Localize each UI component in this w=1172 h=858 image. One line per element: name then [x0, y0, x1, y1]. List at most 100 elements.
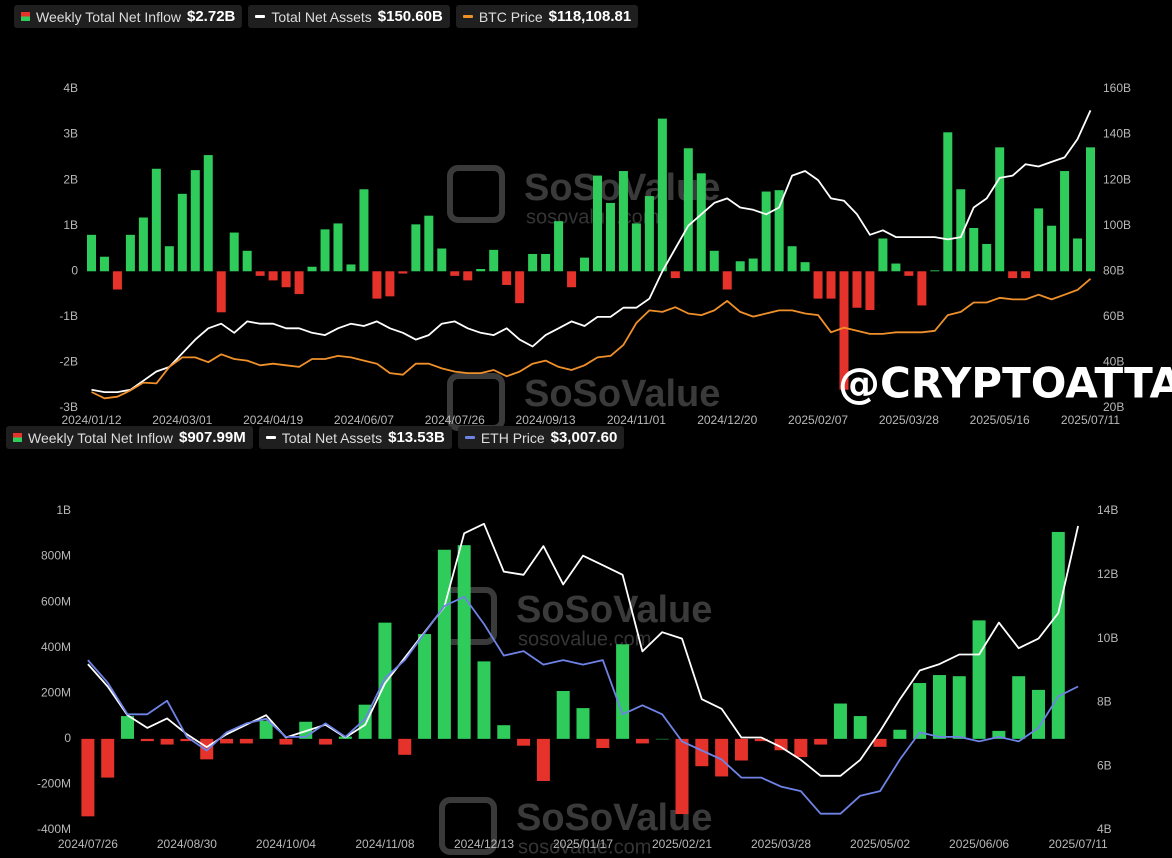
bar [164, 246, 174, 272]
bar [476, 269, 486, 272]
bar [839, 271, 849, 390]
bar [477, 661, 491, 739]
bar [722, 271, 732, 290]
bar [294, 271, 304, 295]
bar [418, 634, 432, 739]
bar [437, 549, 451, 739]
bar [1060, 171, 1070, 272]
bar [279, 738, 293, 745]
bar [657, 118, 667, 272]
legend-label: ETH Price [480, 429, 545, 446]
legend-icon [13, 433, 22, 442]
legend-value: $118,108.81 [548, 8, 632, 25]
bar [556, 691, 570, 739]
y-tick-label: 400M [41, 640, 71, 654]
x-tick-label: 2025/03/28 [879, 413, 939, 427]
y2-tick-label: 12B [1097, 567, 1118, 581]
bar [683, 148, 693, 272]
bar [580, 257, 590, 272]
bar [852, 271, 862, 308]
bar [618, 171, 628, 272]
bar [385, 271, 395, 297]
y2-tick-label: 8B [1097, 695, 1112, 709]
bar [1008, 271, 1018, 279]
legend-icon [464, 436, 475, 439]
bar [424, 215, 434, 272]
bar [774, 738, 788, 751]
legend-label: BTC Price [478, 8, 543, 25]
bar [1034, 208, 1044, 272]
bar [891, 263, 901, 272]
y-tick-label: 1B [63, 218, 78, 232]
bar [709, 250, 719, 272]
watermark: SoSoValue [524, 373, 720, 415]
legend-label: Weekly Total Net Inflow [28, 429, 173, 446]
x-tick-label: 2025/05/02 [850, 837, 910, 851]
bar [1047, 225, 1057, 272]
line [91, 278, 1092, 400]
bar [450, 271, 460, 276]
bar [281, 271, 291, 288]
y-tick-label: 3B [63, 127, 78, 141]
bar [1012, 676, 1026, 739]
bar [86, 234, 96, 272]
legend-label: Total Net Assets [281, 429, 383, 446]
y-tick-label: 0 [64, 731, 71, 745]
bar [930, 270, 940, 272]
bar [814, 738, 828, 745]
bar [644, 196, 654, 272]
bar [1021, 271, 1031, 279]
bar [398, 738, 412, 755]
y-tick-label: 1B [56, 503, 71, 517]
bar [177, 193, 187, 272]
bar [567, 271, 577, 288]
bar [255, 271, 265, 276]
legend-value: $907.99M [179, 429, 246, 446]
bar [774, 190, 784, 272]
x-tick-label: 2025/06/06 [949, 837, 1009, 851]
y2-tick-label: 100B [1103, 218, 1131, 232]
x-tick-label: 2025/07/11 [1061, 413, 1120, 427]
bar [216, 271, 226, 313]
bar [1073, 238, 1083, 272]
legend-item: ETH Price $3,007.60 [457, 426, 625, 449]
bar [372, 271, 382, 299]
bar [917, 271, 927, 306]
x-tick-label: 2024/06/07 [334, 413, 394, 427]
bar [655, 738, 669, 740]
line [87, 595, 1079, 815]
y2-tick-label: 20B [1103, 400, 1124, 414]
legend-item: Total Net Assets $13.53B [258, 426, 452, 449]
bar [1051, 531, 1065, 739]
x-tick-label: 2024/11/08 [355, 837, 414, 851]
x-tick-label: 2025/03/28 [751, 837, 811, 851]
bar [463, 271, 473, 281]
bar [138, 217, 148, 272]
plots: 4B 3B 2B 1B 0 -1B -2B -3B 160B 140B 120B 100B 80B 60B… [37, 81, 1131, 851]
bar [437, 248, 447, 272]
bar [794, 738, 808, 758]
bar [497, 725, 511, 739]
watermark-url: sosovalue.com [518, 836, 651, 858]
bar [596, 738, 610, 748]
y2-tick-label: 40B [1103, 355, 1124, 369]
x-tick-label: 2024/09/13 [516, 413, 576, 427]
bar [715, 738, 729, 777]
bar [616, 644, 630, 739]
bar [239, 738, 253, 744]
x-tick-label: 2025/02/07 [788, 413, 848, 427]
bar [761, 191, 771, 272]
bar [268, 271, 278, 281]
bar [190, 170, 200, 272]
bar [734, 738, 748, 761]
bar [346, 264, 356, 272]
x-tick-label: 2025/05/16 [970, 413, 1030, 427]
bar [180, 738, 194, 742]
bar [735, 261, 745, 272]
bar [956, 189, 966, 272]
bar [592, 175, 602, 272]
y2-tick-label: 80B [1103, 263, 1124, 277]
y2-tick-label: 140B [1103, 127, 1131, 141]
bar [576, 708, 590, 739]
